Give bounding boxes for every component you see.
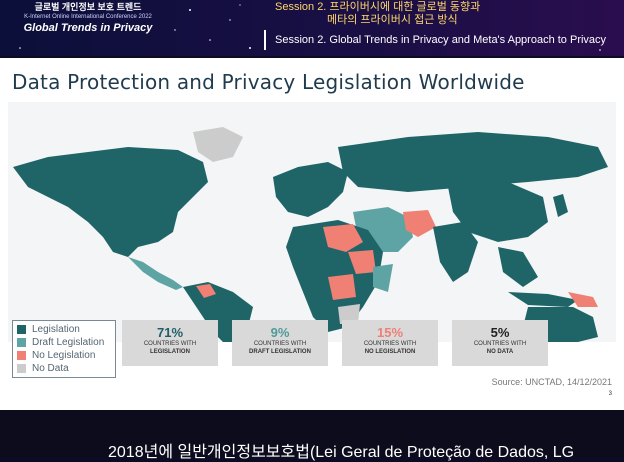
map-europe (273, 162, 348, 217)
legend-swatch-no-legislation (17, 351, 26, 360)
map-india (433, 222, 478, 282)
map-central-america (128, 257, 183, 290)
stat-label-line1: COUNTRIES WITH (363, 341, 417, 347)
session-english-title: Session 2. Global Trends in Privacy and … (275, 34, 607, 46)
map-greenland (193, 127, 243, 162)
caption-bar: 2018년에 일반개인정보보호법(Lei Geral de Proteção d… (0, 410, 624, 461)
session-korean-line1: Session 2. 프라이버시에 대한 글로벌 동향과 (275, 1, 481, 13)
slide-title: Data Protection and Privacy Legislation … (12, 70, 525, 94)
brand-korean-title: 글로벌 개인정보 보호 트렌드 (34, 2, 142, 12)
legend-item-draft: Draft Legislation (17, 336, 111, 349)
map-sudan-region (348, 250, 376, 274)
session-divider (264, 30, 266, 50)
legend-swatch-legislation (17, 325, 26, 334)
stat-label-line1: COUNTRIES WITH (473, 341, 527, 347)
map-russia (338, 132, 608, 192)
map-southeast-asia (498, 247, 538, 287)
source-citation: Source: UNCTAD, 14/12/2021 (491, 377, 612, 387)
header-banner: 글로벌 개인정보 보호 트렌드 K-Internet Online Intern… (0, 0, 624, 56)
presentation-slide: Data Protection and Privacy Legislation … (0, 58, 624, 410)
star-field-decoration (19, 4, 601, 51)
map-indonesia (508, 292, 578, 307)
map-japan (553, 194, 568, 217)
legend-item-no-legislation: No Legislation (17, 349, 111, 362)
legend-label: No Legislation (32, 350, 96, 361)
stat-label-line2: NO LEGISLATION (364, 349, 416, 355)
map-africa (286, 220, 383, 332)
legend-label: Draft Legislation (32, 337, 105, 348)
stat-percentage: 5% (490, 325, 510, 340)
brand-main-title: Global Trends in Privacy (23, 22, 153, 34)
legend-label: No Data (32, 363, 69, 374)
stat-percentage: 15% (376, 325, 404, 340)
stat-legislation: 71% COUNTRIES WITH LEGISLATION (122, 320, 218, 366)
brand-english-subtitle: K-Internet Online International Conferen… (24, 14, 152, 20)
map-venezuela (196, 284, 216, 298)
session-title: Session 2. 프라이버시에 대한 글로벌 동향과 메타의 프라이버시 접… (275, 1, 620, 47)
session-korean-line2: 메타의 프라이버시 접근 방식 (327, 14, 458, 26)
map-north-africa-no-legislation (323, 224, 363, 252)
legend-label: Legislation (32, 324, 80, 335)
stat-draft-legislation: 9% COUNTRIES WITH DRAFT LEGISLATION (232, 320, 328, 366)
world-map (8, 102, 616, 342)
slide-page-number: 3 (608, 391, 612, 397)
stat-label-line2: LEGISLATION (150, 349, 190, 355)
map-central-africa (328, 274, 356, 300)
stat-label-line2: NO DATA (486, 349, 514, 355)
map-iran-region (403, 210, 436, 237)
map-legend: Legislation Draft Legislation No Legisla… (12, 320, 116, 378)
legend-item-no-data: No Data (17, 362, 111, 375)
map-china (448, 182, 548, 242)
stat-percentage: 71% (156, 325, 184, 340)
world-map-graphic (13, 127, 608, 342)
stat-label-line1: COUNTRIES WITH (253, 341, 307, 347)
conference-brand: 글로벌 개인정보 보호 트렌드 K-Internet Online Intern… (8, 2, 168, 35)
stat-no-data: 5% COUNTRIES WITH NO DATA (452, 320, 548, 366)
caption-text: 2018년에 일반개인정보보호법(Lei Geral de Proteção d… (108, 444, 575, 461)
legend-swatch-draft (17, 338, 26, 347)
legend-item-legislation: Legislation (17, 323, 111, 336)
map-southern-africa (338, 304, 360, 324)
stat-no-legislation: 15% COUNTRIES WITH NO LEGISLATION (342, 320, 438, 366)
legend-swatch-no-data (17, 364, 26, 373)
map-north-america (13, 147, 208, 257)
map-papua (568, 292, 598, 307)
stat-percentage: 9% (270, 325, 290, 340)
map-horn-africa (373, 264, 393, 292)
stat-label-line1: COUNTRIES WITH (143, 341, 197, 347)
stat-label-line2: DRAFT LEGISLATION (249, 349, 311, 355)
